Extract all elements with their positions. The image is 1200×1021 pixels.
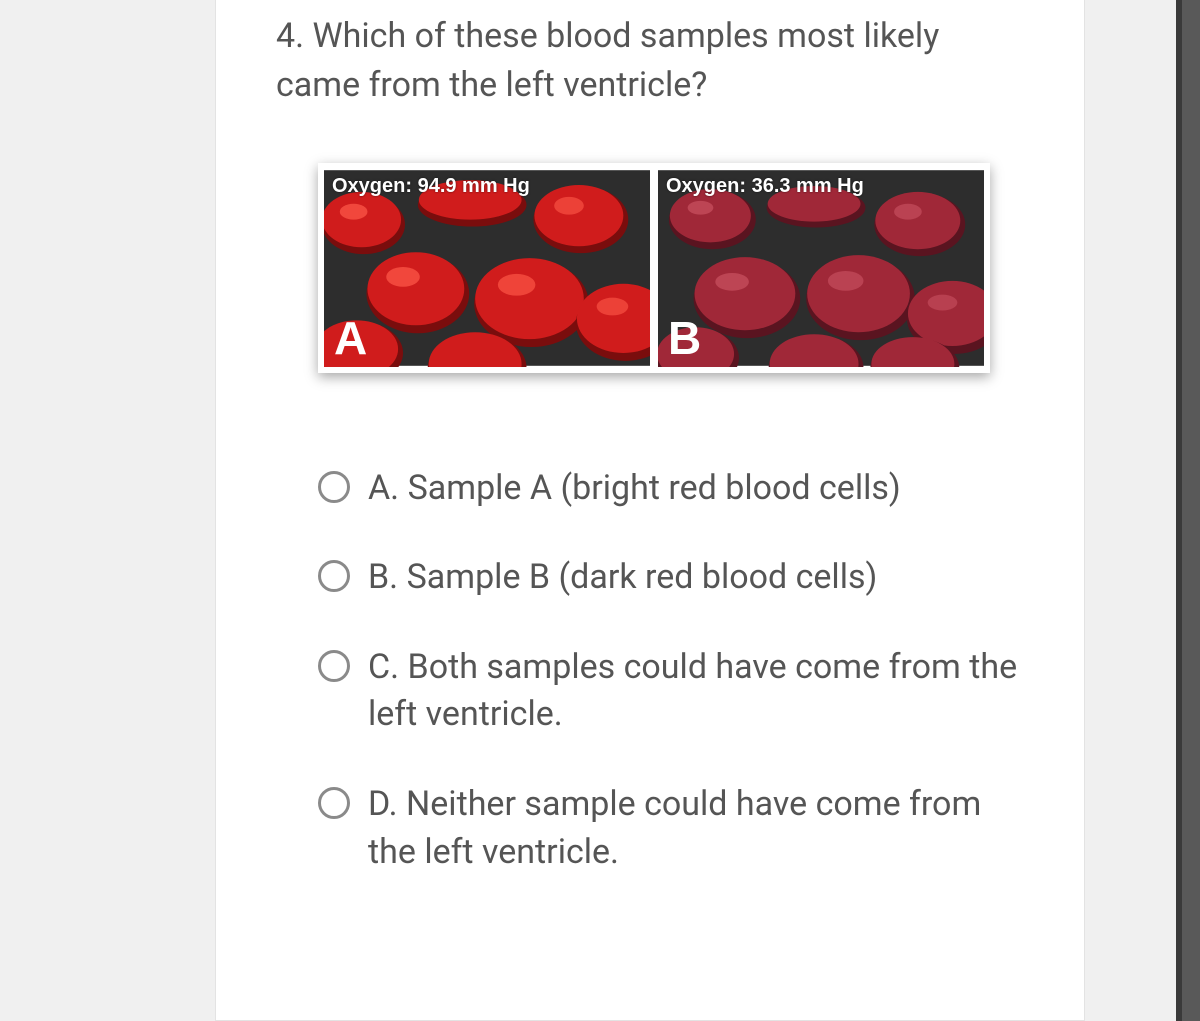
sample-a: Oxygen: 94.9 mm Hg A <box>324 169 650 367</box>
option-d[interactable]: D. Neither sample could have come from t… <box>318 781 1024 876</box>
sample-a-letter: A <box>334 315 367 361</box>
sample-b-illustration <box>658 169 984 367</box>
option-c[interactable]: C. Both samples could have come from the… <box>318 644 1024 739</box>
sample-a-illustration <box>324 169 650 367</box>
option-c-text: C. Both samples could have come from the… <box>368 644 1024 739</box>
question-text: 4. Which of these blood samples most lik… <box>276 0 1024 111</box>
answer-options: A. Sample A (bright red blood cells) B. … <box>318 465 1024 877</box>
sample-a-oxygen-label: Oxygen: 94.9 mm Hg <box>332 175 530 198</box>
question-number: 4. <box>276 16 304 56</box>
question-body: Which of these blood samples most likely… <box>276 16 939 105</box>
blood-samples-figure: Oxygen: 94.9 mm Hg A <box>318 163 990 373</box>
page-background: 4. Which of these blood samples most lik… <box>0 0 1200 1021</box>
option-b-text: B. Sample B (dark red blood cells) <box>368 554 877 602</box>
sample-b-letter: B <box>668 315 701 361</box>
option-a-text: A. Sample A (bright red blood cells) <box>368 465 901 513</box>
radio-icon <box>318 650 350 682</box>
option-b[interactable]: B. Sample B (dark red blood cells) <box>318 554 1024 602</box>
sample-b-oxygen-label: Oxygen: 36.3 mm Hg <box>666 175 864 198</box>
radio-icon <box>318 560 350 592</box>
option-a[interactable]: A. Sample A (bright red blood cells) <box>318 465 1024 513</box>
radio-icon <box>318 787 350 819</box>
sample-b: Oxygen: 36.3 mm Hg B <box>658 169 984 367</box>
option-d-text: D. Neither sample could have come from t… <box>368 781 1024 876</box>
question-card: 4. Which of these blood samples most lik… <box>215 0 1085 1021</box>
radio-icon <box>318 471 350 503</box>
scrollbar[interactable] <box>1176 0 1200 1021</box>
